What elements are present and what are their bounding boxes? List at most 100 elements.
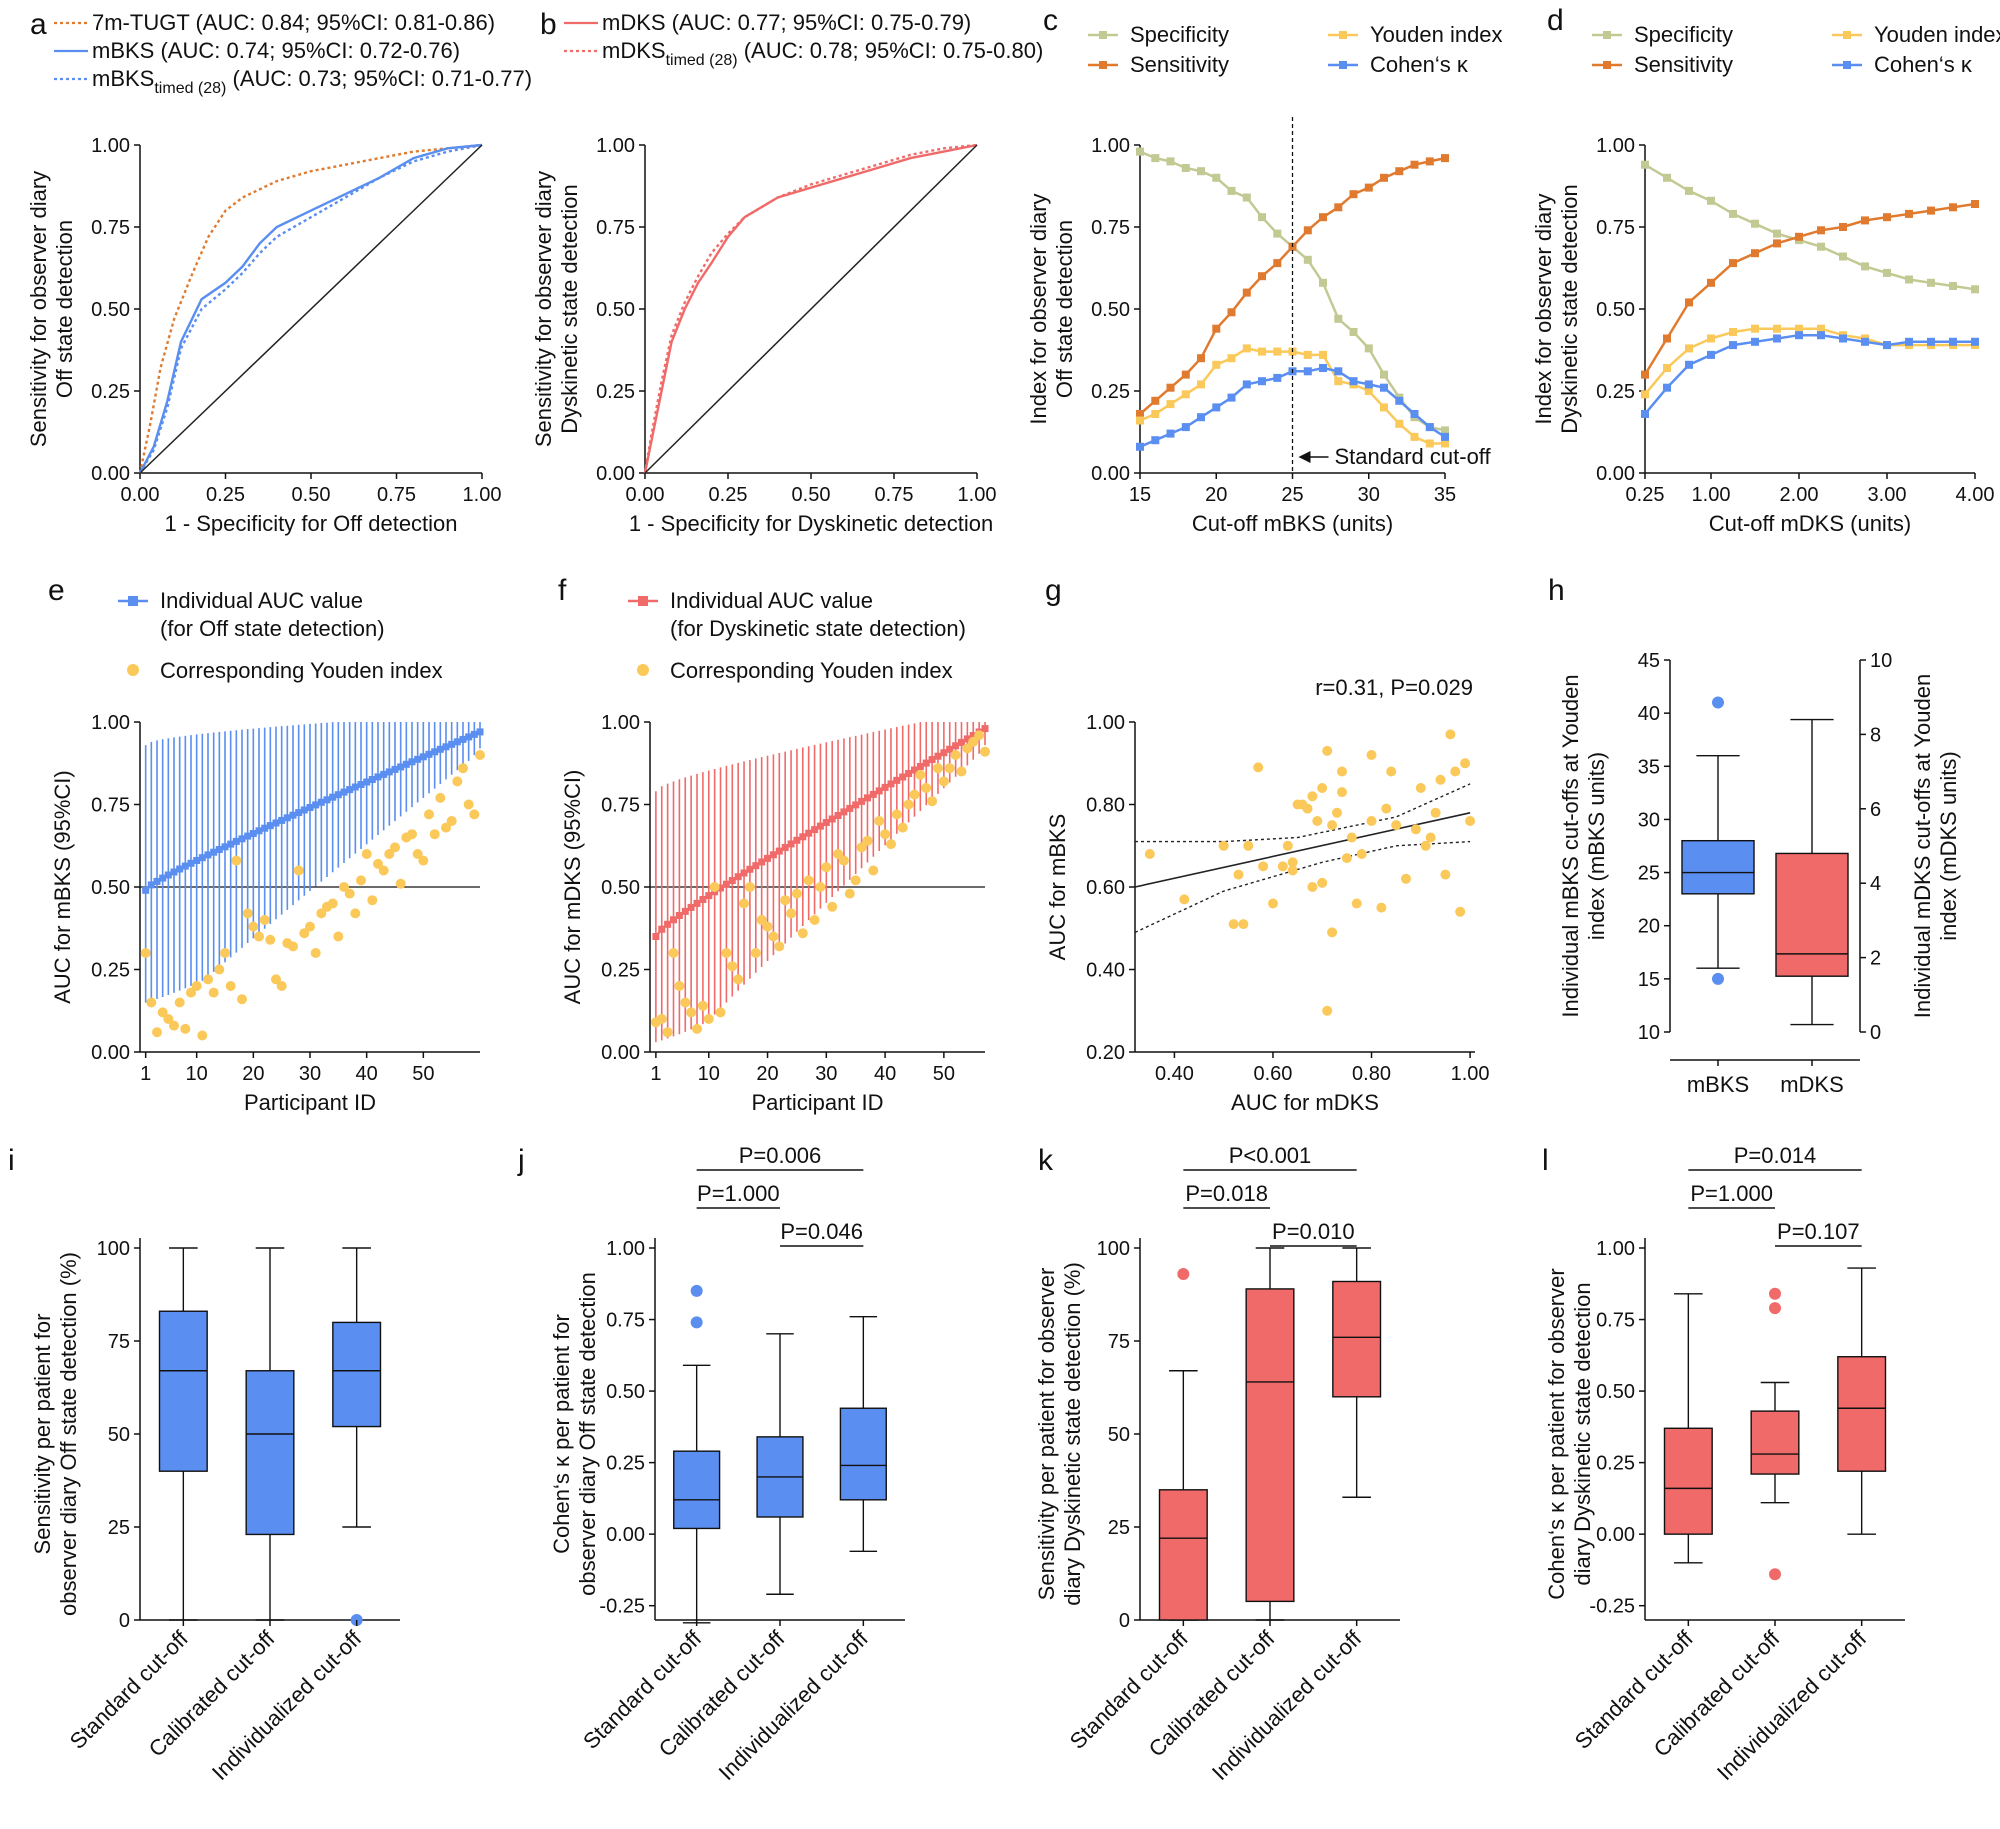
data-point	[1319, 350, 1327, 359]
youden-point	[768, 931, 779, 942]
scatter-point	[1302, 803, 1313, 814]
legend-label: (for Dyskinetic state detection)	[670, 616, 966, 641]
youden-point	[827, 901, 838, 912]
i-ylabel: Sensitivity per patient for	[30, 1314, 55, 1555]
youden-point	[674, 981, 685, 991]
scatter-point	[1218, 840, 1229, 851]
auc-point	[198, 854, 206, 862]
c-ytick-label: 0.50	[1091, 299, 1130, 321]
legend-label: Cohen‘s κ	[1874, 52, 1973, 77]
h-ytick-label: 20	[1638, 916, 1660, 938]
b-ytick-label: 0.00	[596, 463, 635, 485]
auc-point	[312, 801, 320, 809]
e-xlabel: Participant ID	[244, 1090, 376, 1115]
auc-point	[769, 851, 777, 859]
youden-point	[407, 829, 417, 840]
panel-letter: e	[48, 574, 65, 607]
series-line-sensitivity	[1643, 202, 1976, 376]
series-line-cohens	[1644, 333, 1975, 415]
youden-point	[727, 961, 738, 972]
c-ytick-label: 0.25	[1091, 381, 1130, 403]
youden-point	[933, 763, 943, 774]
data-point	[1380, 383, 1388, 392]
auc-point	[728, 877, 736, 884]
h-ytick-right-label: 10	[1870, 650, 1892, 672]
c-ytick-label: 1.00	[1091, 135, 1130, 157]
auc-point	[283, 814, 291, 822]
youden-point	[838, 855, 849, 866]
b-xtick-label: 0.50	[792, 484, 831, 506]
youden-point	[897, 822, 908, 833]
d-ytick-label: 1.00	[1596, 135, 1635, 157]
data-point	[1319, 364, 1327, 372]
youden-point	[774, 941, 785, 952]
auc-point	[351, 783, 359, 791]
l-ytick-label: 0.50	[1596, 1381, 1635, 1403]
e-ytick-label: 0.00	[91, 1042, 130, 1064]
panel-c: c Specificity Youden index Sensitivity Cohen…	[1026, 4, 1503, 536]
data-point	[1212, 403, 1221, 412]
youden-point	[225, 981, 236, 991]
f-xtick-label: 10	[698, 1063, 720, 1085]
auc-point	[402, 760, 410, 768]
scatter-point	[1327, 820, 1338, 831]
data-point	[1349, 190, 1358, 199]
data-point	[1410, 410, 1419, 418]
panel-letter: j	[517, 1144, 525, 1177]
youden-point	[668, 948, 679, 958]
youden-point	[721, 948, 732, 958]
panel-b: b mDKS (AUC: 0.77; 95%CI: 0.75-0.79) mDKSt…	[531, 8, 1043, 536]
panel-letter: c	[1043, 4, 1058, 37]
data-point	[1641, 160, 1649, 169]
data-point	[1166, 383, 1175, 392]
legend-subscript: timed (28)	[154, 80, 226, 97]
c-xtick-label: 20	[1205, 484, 1227, 506]
c-xtick-label: 35	[1434, 484, 1456, 506]
youden-point	[424, 809, 434, 820]
legend-label: Youden index	[1874, 22, 2000, 47]
scatter-point	[1287, 857, 1298, 868]
auc-point	[323, 796, 331, 804]
legend-label: Sensitivity	[1130, 52, 1229, 77]
auc-point	[852, 801, 860, 809]
h-ylabel: Individual mBKS cut-offs at Youden	[1558, 674, 1583, 1017]
e-ytick-label: 0.50	[91, 877, 130, 899]
i-category-label: Individualized cut-off	[207, 1625, 367, 1785]
data-point	[1861, 262, 1869, 271]
youden-point	[938, 776, 949, 787]
scatter-point	[1356, 849, 1367, 859]
data-point	[1817, 242, 1825, 251]
auc-point	[210, 848, 218, 856]
e-ytick-label: 0.75	[91, 795, 130, 817]
youden-point	[271, 974, 281, 985]
g-xtick-label: 0.40	[1155, 1063, 1194, 1085]
auc-point	[969, 732, 977, 739]
h-ytick-label: 45	[1638, 650, 1660, 672]
data-point	[1441, 439, 1449, 448]
legend-marker	[1603, 31, 1611, 39]
i-ytick-label: 50	[108, 1424, 130, 1446]
c-xtick-label: 25	[1281, 484, 1303, 506]
data-point	[1927, 206, 1935, 215]
legend-label: Individual AUC value	[670, 588, 873, 613]
g-xtick-label: 0.60	[1254, 1063, 1293, 1085]
youden-point	[780, 895, 791, 906]
youden-point	[850, 875, 861, 886]
j-pvalue-label: P=1.000	[697, 1181, 780, 1206]
youden-point	[356, 875, 366, 886]
scatter-point	[1238, 919, 1249, 930]
scatter-point	[1410, 824, 1421, 835]
youden-point	[265, 934, 276, 945]
a-ytick-label: 0.50	[91, 299, 130, 321]
e-xtick-label: 40	[356, 1063, 378, 1085]
h-ytick-label: 35	[1638, 756, 1660, 778]
h-ytick-label: 40	[1638, 703, 1660, 725]
auc-point	[193, 857, 201, 864]
youden-point	[446, 816, 457, 826]
ci-upper-band	[1135, 783, 1471, 843]
legend-label: Cohen‘s κ	[1370, 52, 1469, 77]
youden-point	[656, 1014, 667, 1024]
auc-point	[397, 763, 405, 771]
auc-point	[670, 916, 677, 924]
